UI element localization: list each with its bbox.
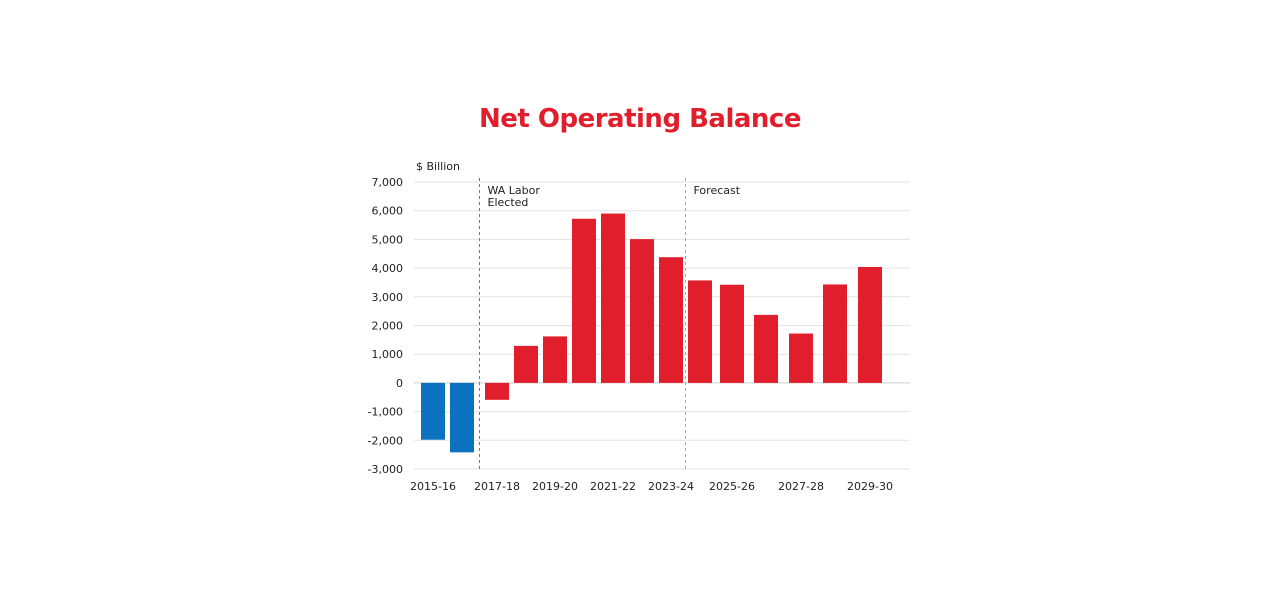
x-axis-tick-labels: 2015-16 2017-18 2019-20 2021-22 2023-24 2025-… [410, 480, 893, 493]
bar-2029-30 [858, 266, 882, 383]
y-tick-label: 3,000 [372, 291, 404, 304]
x-tick-label: 2015-16 [410, 480, 456, 493]
annotation-label: Forecast [694, 184, 741, 197]
bar-2018-19 [514, 345, 538, 383]
bar-2028-29 [823, 284, 847, 383]
bar-2019-20 [543, 336, 567, 383]
bar-2016-17 [450, 382, 474, 453]
y-tick-label: 6,000 [372, 205, 404, 218]
y-tick-label: 0 [396, 377, 403, 390]
annotation-label: WA Labor [488, 184, 541, 197]
x-tick-label: 2019-20 [532, 480, 578, 493]
y-tick-label: 7,000 [372, 176, 404, 189]
bar-2017-18 [485, 382, 509, 400]
y-tick-label: 5,000 [372, 233, 404, 246]
y-tick-label: -3,000 [368, 463, 403, 476]
bars [421, 213, 882, 453]
bar-2024-25 [688, 280, 712, 383]
annotation-label: Elected [488, 196, 529, 209]
x-tick-label: 2025-26 [709, 480, 755, 493]
bar-2022-23 [630, 239, 654, 383]
bar-2025-26 [720, 284, 744, 383]
y-axis-tick-labels: 7,000 6,000 5,000 4,000 3,000 2,000 1,000 0 -1,0… [368, 176, 403, 476]
y-tick-label: -2,000 [368, 434, 403, 447]
y-axis-unit-label: $ Billion [416, 160, 460, 173]
y-tick-label: 1,000 [372, 348, 404, 361]
bar-2026-27 [754, 314, 778, 383]
x-tick-label: 2029-30 [847, 480, 893, 493]
x-tick-label: 2021-22 [590, 480, 636, 493]
x-tick-label: 2017-18 [474, 480, 520, 493]
bar-2020-21 [572, 218, 596, 383]
y-tick-label: 4,000 [372, 262, 404, 275]
chart-title: Net Operating Balance [479, 104, 801, 134]
y-tick-label: 2,000 [372, 320, 404, 333]
x-tick-label: 2027-28 [778, 480, 824, 493]
bar-2027-28 [789, 333, 813, 383]
bar-2015-16 [421, 382, 445, 440]
bar-2023-24 [659, 257, 683, 383]
bar-2021-22 [601, 213, 625, 383]
x-tick-label: 2023-24 [648, 480, 694, 493]
y-tick-label: -1,000 [368, 406, 403, 419]
